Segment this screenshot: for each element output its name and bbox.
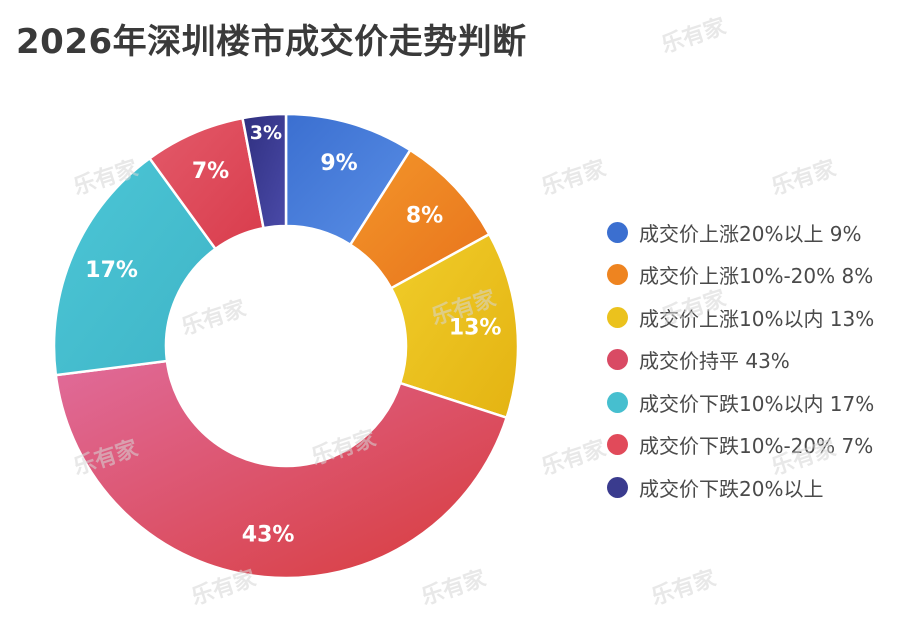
donut-slice: [241, 112, 288, 230]
slice-data-label: 17%: [85, 258, 138, 283]
legend-item: 成交价持平 43%: [607, 339, 874, 382]
donut-slice: [52, 156, 218, 377]
legend-swatch: [607, 349, 628, 371]
legend-item: 成交价上涨20%以上 9%: [607, 211, 874, 254]
legend-item: 成交价下跌20%以上: [607, 466, 874, 509]
donut-slice: [54, 359, 509, 580]
watermark-logo: 乐有家: [648, 566, 720, 611]
slice-data-label: 7%: [192, 159, 229, 184]
slice-data-label: 8%: [406, 203, 443, 228]
legend-label: 成交价上涨10%以内 13%: [639, 306, 875, 331]
watermark-logo: 乐有家: [768, 156, 840, 201]
legend-swatch: [607, 391, 628, 413]
chart-title: 2026年深圳楼市成交价走势判断: [16, 22, 527, 62]
legend-label: 成交价持平 43%: [639, 349, 790, 374]
legend-label: 成交价下跌20%以上: [639, 476, 824, 501]
legend-swatch: [607, 434, 628, 456]
legend-item: 成交价下跌10%以内 17%: [607, 381, 874, 424]
slice-data-label: 9%: [320, 151, 357, 176]
donut-slices: [52, 112, 520, 580]
legend-item: 成交价上涨10%以内 13%: [607, 296, 874, 339]
legend-swatch: [607, 264, 628, 286]
slice-data-label: 43%: [242, 523, 295, 548]
donut-chart: 9% 8% 13% 43% 17% 7% 3%: [52, 112, 520, 580]
legend-label: 成交价上涨20%以上 9%: [639, 221, 862, 246]
legend-swatch: [607, 221, 628, 243]
donut-slice-labels: 9% 8% 13% 43% 17% 7% 3%: [85, 122, 501, 548]
slice-data-label: 13%: [449, 316, 502, 341]
watermark-logo: 乐有家: [658, 14, 730, 59]
slice-data-label: 3%: [250, 122, 282, 144]
legend-swatch: [607, 476, 628, 498]
legend-item: 成交价上涨10%-20% 8%: [607, 254, 874, 297]
legend-swatch: [607, 306, 628, 328]
legend-label: 成交价下跌10%-20% 7%: [639, 434, 874, 459]
legend-label: 成交价上涨10%-20% 8%: [639, 264, 874, 289]
legend-item: 成交价下跌10%-20% 7%: [607, 424, 874, 467]
legend-label: 成交价下跌10%以内 17%: [639, 391, 875, 416]
chart-legend: 成交价上涨20%以上 9% 成交价上涨10%-20% 8% 成交价上涨10%以内 1…: [607, 211, 874, 509]
